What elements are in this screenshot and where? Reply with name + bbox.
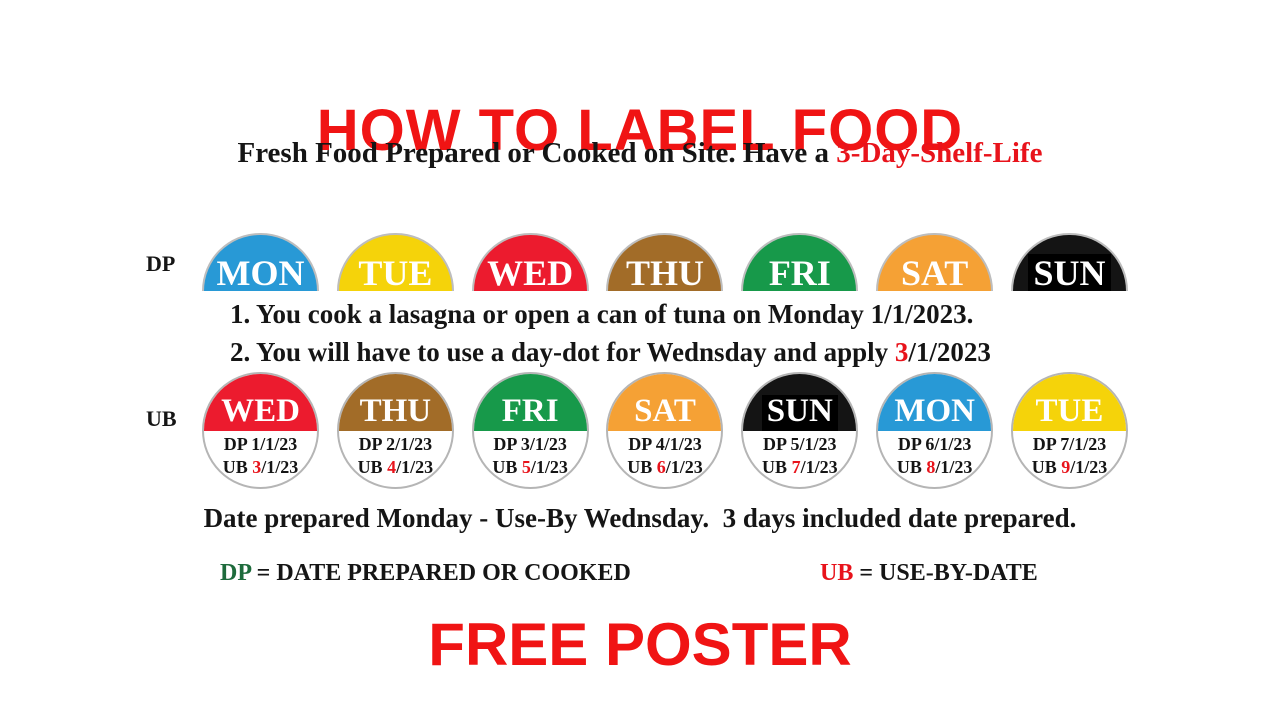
legend-ub-key: UB <box>820 560 854 586</box>
day-dot-ub-thu: THU DP 2/1/23 UB 4/1/23 <box>336 372 454 489</box>
instruction-line-2: 2. You will have to use a day-dot for We… <box>230 337 991 368</box>
day-dot-ub-sun: SUN DP 5/1/23 UB 7/1/23 <box>741 372 859 489</box>
day-dot-ub-fri: FRI DP 3/1/23 UB 5/1/23 <box>471 372 589 489</box>
free-poster-text: FREE POSTER <box>428 611 852 678</box>
day-dot-dp-tue: TUE <box>336 233 454 293</box>
apply-date-highlight: 3 <box>894 337 909 367</box>
day-dot-top: TUE <box>1012 374 1126 431</box>
day-dot-label: THU <box>625 253 704 293</box>
legend-dp: DP = DATE PREPARED OR COOKED <box>220 560 631 587</box>
summary-line: Date prepared Monday - Use-By Wednsday. … <box>203 503 1077 533</box>
day-dot-dp-thu: THU <box>606 233 724 293</box>
day-dot-ub-wed: WED DP 1/1/23 UB 3/1/23 <box>202 372 319 489</box>
apply-date-rest: /1/2023 <box>908 337 991 367</box>
day-dot-dp-sat: SAT <box>876 233 994 293</box>
ub-date: UB 7/1/23 <box>762 456 838 477</box>
day-dot-label: FRI <box>501 393 559 429</box>
day-dot-label: SAT <box>634 393 696 429</box>
ub-date: UB 3/1/23 <box>222 456 299 477</box>
dp-date: DP 1/1/23 <box>223 434 298 454</box>
dp-date: DP 2/1/23 <box>358 434 433 454</box>
day-dot-label: MON <box>216 253 305 293</box>
subtitle-text: Fresh Food Prepared or Cooked on Site. H… <box>237 137 837 169</box>
day-dot-dates: DP 1/1/23 UB 3/1/23 <box>204 431 317 478</box>
ub-date: UB 4/1/23 <box>357 456 434 477</box>
instruction-line-1: 1. You cook a lasagna or open a can of t… <box>230 299 974 329</box>
day-dot-dates: DP 6/1/23 UB 8/1/23 <box>878 431 991 478</box>
day-dot-top: MON <box>878 374 992 431</box>
legend-ub: UB = USE-BY-DATE <box>820 560 1038 587</box>
ub-date: UB 5/1/23 <box>492 456 568 477</box>
day-dot-label: WED <box>221 393 300 429</box>
instruction-line-2-text: 2. You will have to use a day-dot for We… <box>230 337 895 367</box>
day-dot-dp-sun: SUN <box>1010 233 1128 291</box>
day-dot-dates: DP 7/1/23 UB 9/1/23 <box>1013 431 1126 478</box>
dp-date: DP 7/1/23 <box>1032 434 1107 454</box>
ub-date: UB 6/1/23 <box>627 456 703 477</box>
day-dot-top: FRI <box>473 374 587 431</box>
day-dot-label: WED <box>487 253 574 293</box>
day-dot-dates: DP 5/1/23 UB 7/1/23 <box>743 431 856 478</box>
page-title: HOW TO LABEL FOOD <box>316 97 964 163</box>
day-dot-dates: DP 4/1/23 UB 6/1/23 <box>608 431 721 478</box>
day-dot-label: THU <box>359 393 432 429</box>
day-dot-ub-tue: TUE DP 7/1/23 UB 9/1/23 <box>1010 372 1128 489</box>
day-dot-dates: DP 2/1/23 UB 4/1/23 <box>339 431 452 478</box>
ub-date: UB 8/1/23 <box>896 456 973 477</box>
day-dot-top: SUN <box>743 374 857 431</box>
day-dot-dates: DP 3/1/23 UB 5/1/23 <box>474 431 587 478</box>
dp-date: DP 6/1/23 <box>897 434 972 454</box>
shelf-life-highlight: 3-Day-Shelf-Life <box>836 137 1043 169</box>
dp-day-dot-row: MON TUE WED THU FRI SAT SUN <box>202 233 1128 291</box>
day-dot-top: SAT <box>608 374 722 431</box>
subtitle: Fresh Food Prepared or Cooked on Site. H… <box>0 137 1280 170</box>
dp-date: DP 5/1/23 <box>763 434 837 454</box>
day-dot-dp-mon: MON <box>202 233 319 291</box>
day-dot-ub-sat: SAT DP 4/1/23 UB 6/1/23 <box>606 372 724 489</box>
day-dot-label: SAT <box>900 253 969 293</box>
day-dot-label: SUN <box>761 395 838 431</box>
legend-dp-text: = DATE PREPARED OR COOKED <box>250 560 631 586</box>
day-dot-label: MON <box>894 393 975 429</box>
day-dot-dp-fri: FRI <box>741 233 859 293</box>
day-dot-ub-mon: MON DP 6/1/23 UB 8/1/23 <box>876 372 994 489</box>
ub-date: UB 9/1/23 <box>1031 456 1108 477</box>
legend-dp-key: DP <box>220 560 251 586</box>
day-dot-top: THU <box>338 374 452 431</box>
day-dot-dp-wed: WED <box>471 233 589 293</box>
day-dot-label: TUE <box>1035 393 1104 429</box>
day-dot-label: TUE <box>358 253 433 293</box>
day-dot-label: FRI <box>768 253 831 293</box>
dp-date: DP 4/1/23 <box>628 434 702 454</box>
dp-row-label: DP <box>146 251 176 276</box>
dp-date: DP 3/1/23 <box>493 434 567 454</box>
ub-row-label: UB <box>146 406 177 431</box>
day-dot-top: WED <box>204 374 317 431</box>
legend-ub-text: = USE-BY-DATE <box>853 560 1038 586</box>
day-dot-label: SUN <box>1028 254 1111 291</box>
ub-day-dot-row: WED DP 1/1/23 UB 3/1/23 THU DP 2/1/23 UB… <box>202 372 1128 491</box>
